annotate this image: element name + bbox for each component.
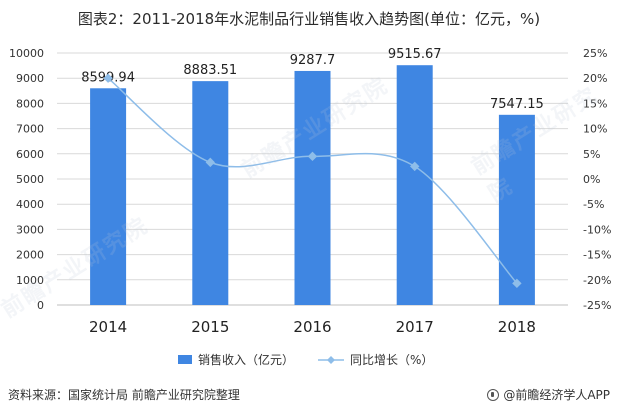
y-left-tick-label: 0: [37, 299, 44, 312]
x-tick-label: 2015: [191, 318, 229, 336]
y-left-tick-label: 8000: [16, 97, 44, 110]
y-right-tick-label: 15%: [583, 97, 607, 110]
y-right-tick-label: 5%: [583, 148, 600, 161]
growth-point: [512, 278, 522, 289]
footer: 资料来源：国家统计局 前瞻产业研究院整理 @前瞻经济学人APP: [8, 386, 610, 406]
y-left-tick-label: 6000: [16, 148, 44, 161]
y-left-tick-label: 7000: [16, 123, 44, 136]
growth-point: [307, 151, 318, 162]
bar: [294, 70, 331, 306]
y-left-tick-label: 3000: [16, 223, 44, 236]
x-tick-label: 2018: [498, 318, 536, 336]
y-right-tick-label: -15%: [583, 249, 611, 262]
growth-point: [205, 157, 216, 168]
y-right-tick-label: 25%: [583, 47, 607, 60]
x-tick-label: 2014: [89, 318, 127, 336]
growth-point: [103, 73, 113, 83]
bar: [498, 114, 535, 305]
chart-title: 图表2：2011-2018年水泥制品行业销售收入趋势图(单位：亿元，%): [77, 10, 541, 28]
legend-swatch-marker: [327, 356, 335, 364]
bar-value-label: 9515.67: [388, 47, 442, 62]
x-tick-label: 2017: [396, 318, 434, 336]
y-right-tick-label: -5%: [583, 198, 604, 211]
y-left-tick-label: 9000: [16, 72, 44, 85]
y-right-tick-label: 0%: [583, 173, 600, 186]
bar-value-label: 9287.7: [290, 53, 336, 68]
brand-label: @前瞻经济学人APP: [503, 388, 610, 402]
bar: [396, 65, 433, 306]
bar-value-label: 7547.15: [490, 97, 544, 112]
bar: [192, 81, 229, 305]
y-left-tick-label: 1000: [16, 274, 44, 287]
brand: @前瞻经济学人APP: [487, 386, 610, 403]
source-note: 资料来源：国家统计局 前瞻产业研究院整理: [8, 388, 240, 402]
chart: 0 1000 2000 3000 4000 5000 6000 7000 8000 9000 100…: [9, 47, 611, 367]
y-right-tick-label: -20%: [583, 274, 611, 287]
y-left-tick-label: 2000: [16, 249, 44, 262]
bar: [90, 88, 127, 305]
y-left-tick-label: 5000: [16, 173, 44, 186]
growth-point: [409, 161, 420, 172]
y-right-tick-label: 10%: [583, 123, 607, 136]
y-right-tick-label: 20%: [583, 72, 607, 85]
brand-logo-icon: [487, 388, 500, 401]
y-left-tick-label: 4000: [16, 198, 44, 211]
y-left-tick-label: 10000: [9, 47, 44, 60]
bar-value-label: 8883.51: [183, 63, 237, 78]
y-right-tick-label: -25%: [583, 299, 611, 312]
legend-label-revenue: 销售收入（亿元）: [198, 352, 294, 367]
legend-label-growth: 同比增长（%）: [350, 353, 433, 367]
y-right-tick-label: -10%: [583, 223, 611, 236]
legend-swatch-bar: [178, 355, 192, 364]
x-tick-label: 2016: [293, 318, 331, 336]
